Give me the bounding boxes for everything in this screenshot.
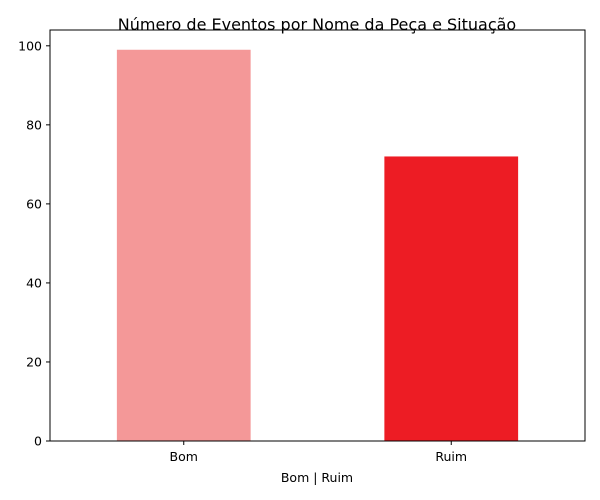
chart-title: Número de Eventos por Nome da Peça e Sit…: [118, 15, 516, 34]
y-tick-label: 60: [26, 196, 42, 211]
x-tick-label: Ruim: [435, 449, 467, 464]
y-tick-label: 40: [26, 275, 42, 290]
plot-frame: [49, 29, 586, 442]
y-axis: 0 20 40 60 80 100: [18, 38, 50, 449]
bars-layer: [116, 49, 519, 442]
y-tick-label: 20: [26, 354, 42, 369]
bar-bom: [116, 49, 251, 442]
bar-ruim: [384, 156, 519, 441]
y-tick-label: 100: [18, 38, 42, 53]
x-tick-label: Bom: [170, 449, 198, 464]
y-tick-label: 80: [26, 117, 42, 132]
x-axis: Bom Ruim: [170, 441, 467, 464]
x-axis-label: Bom | Ruim: [281, 470, 353, 485]
y-tick-label: 0: [34, 434, 42, 449]
